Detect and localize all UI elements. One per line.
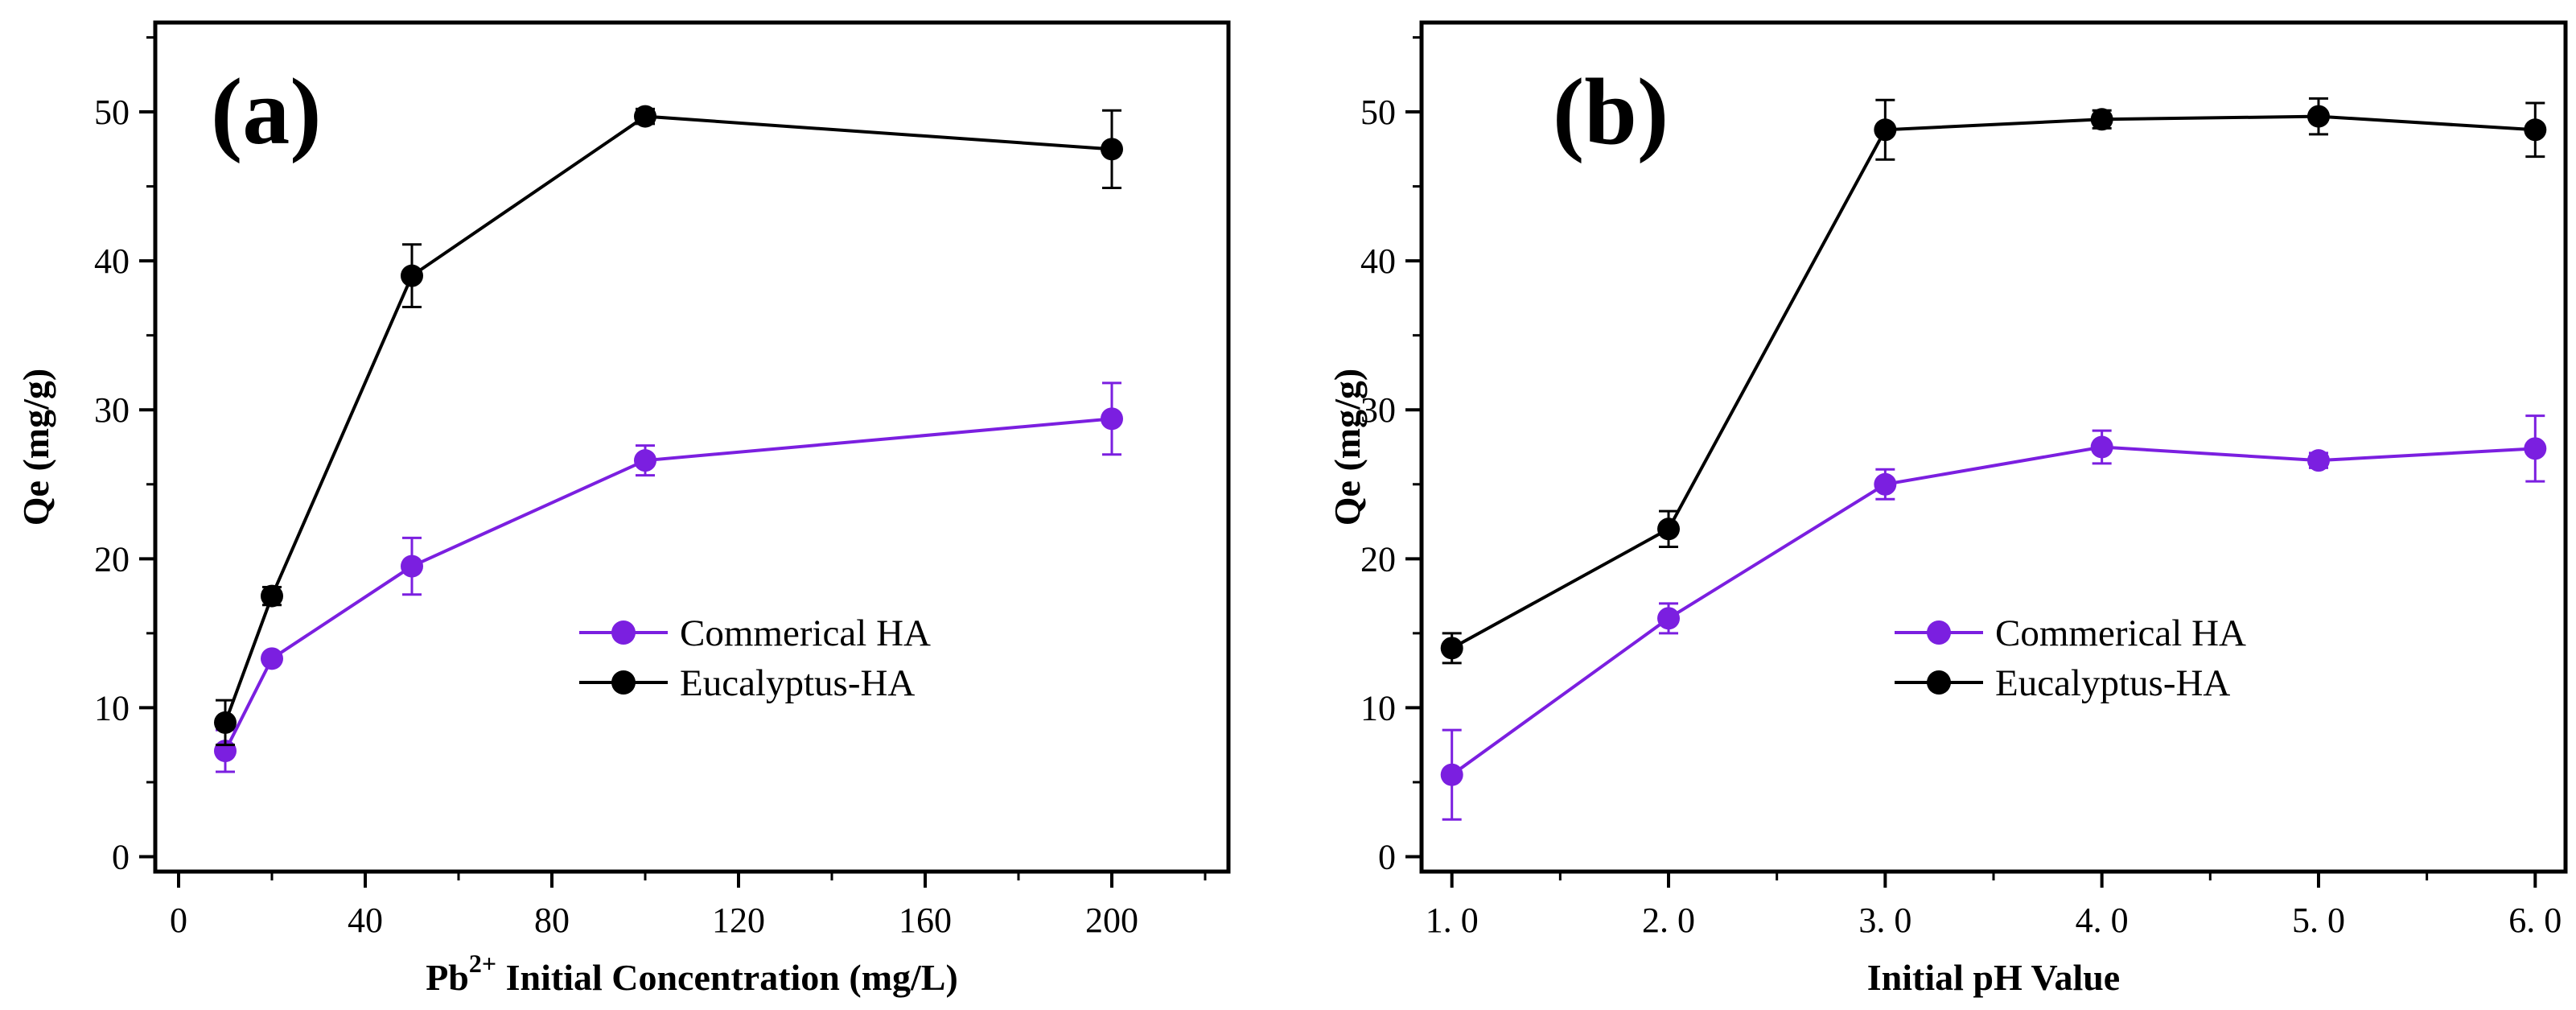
data-point — [261, 647, 283, 670]
x-tick-label: 40 — [348, 901, 383, 940]
series-line — [1451, 445, 2536, 777]
legend-entry: Eucalyptus-HA — [579, 662, 915, 704]
legend-entry: Commerical HA — [1895, 612, 2246, 654]
panel-b: 0 10 20 30 40 50 1. 0 2. 0 3. 0 4. 0 5. 0 6. 0 Comme… — [1327, 20, 2568, 998]
x-tick-label: 5. 0 — [2292, 901, 2345, 940]
data-point — [1657, 517, 1681, 541]
legend-label: Eucalyptus-HA — [680, 662, 915, 704]
data-point — [261, 584, 283, 608]
x-tick-label: 200 — [1085, 901, 1138, 940]
series-line — [1451, 114, 2536, 650]
data-point — [2524, 437, 2547, 460]
data-point — [1440, 763, 1463, 786]
legend-label: Eucalyptus-HA — [1995, 662, 2230, 704]
x-tick-label: 4. 0 — [2076, 901, 2129, 940]
x-tick-label: 0 — [170, 901, 187, 940]
y-axis-title: Qe (mg/g) — [15, 369, 56, 526]
x-tick-label: 2. 0 — [1642, 901, 1695, 940]
x-tick-label: 120 — [712, 901, 765, 940]
data-point — [2524, 118, 2547, 142]
y-tick-label: 30 — [1360, 390, 1396, 430]
y-tick-label: 40 — [1360, 241, 1396, 281]
y-tick-label: 0 — [1378, 837, 1396, 876]
legend-label: Commerical HA — [1995, 612, 2246, 654]
data-point — [401, 264, 423, 287]
data-point — [1874, 472, 1897, 496]
x-axis-title: Pb2+ Initial Concentration (mg/L) — [426, 949, 958, 998]
series-line — [224, 417, 1113, 752]
y-tick-label: 50 — [1360, 93, 1396, 132]
data-point — [1657, 607, 1681, 630]
data-point — [2306, 105, 2330, 128]
y-tick-label: 40 — [94, 241, 130, 281]
data-point — [2306, 449, 2330, 472]
data-point — [1101, 407, 1123, 431]
panel-label: (a) — [211, 59, 322, 164]
legend-entry: Commerical HA — [579, 612, 931, 654]
y-tick-label: 10 — [94, 688, 130, 728]
y-tick-label: 50 — [94, 93, 130, 132]
data-point — [1101, 138, 1123, 161]
data-point — [2090, 435, 2113, 459]
data-point — [1440, 637, 1463, 660]
y-tick-label: 20 — [1360, 539, 1396, 579]
x-tick-label: 1. 0 — [1426, 901, 1479, 940]
y-tick-label: 20 — [94, 539, 130, 579]
x-axis-title: Initial pH Value — [1867, 957, 2120, 998]
x-tick-label: 6. 0 — [2508, 901, 2562, 940]
data-point — [401, 554, 423, 578]
y-tick-label: 0 — [112, 837, 130, 876]
data-point — [634, 105, 656, 128]
legend-label: Commerical HA — [680, 612, 931, 654]
x-tick-label: 3. 0 — [1858, 901, 1911, 940]
legend-entry: Eucalyptus-HA — [1895, 662, 2230, 704]
panel-label: (b) — [1553, 59, 1669, 164]
data-point — [634, 449, 656, 472]
panel-a: 0 10 20 30 40 50 0 40 80 120 160 200 Commerical HA Eu… — [15, 20, 1231, 998]
x-tick-label: 80 — [534, 901, 570, 940]
data-point — [2090, 108, 2113, 131]
data-point — [214, 711, 237, 734]
series-line — [224, 114, 1113, 723]
y-axis-title: Qe (mg/g) — [1327, 369, 1368, 526]
x-tick-label: 160 — [899, 901, 952, 940]
y-tick-label: 30 — [94, 390, 130, 430]
plot-frame — [153, 20, 1231, 874]
y-tick-label: 10 — [1360, 688, 1396, 728]
data-point — [1874, 118, 1897, 142]
